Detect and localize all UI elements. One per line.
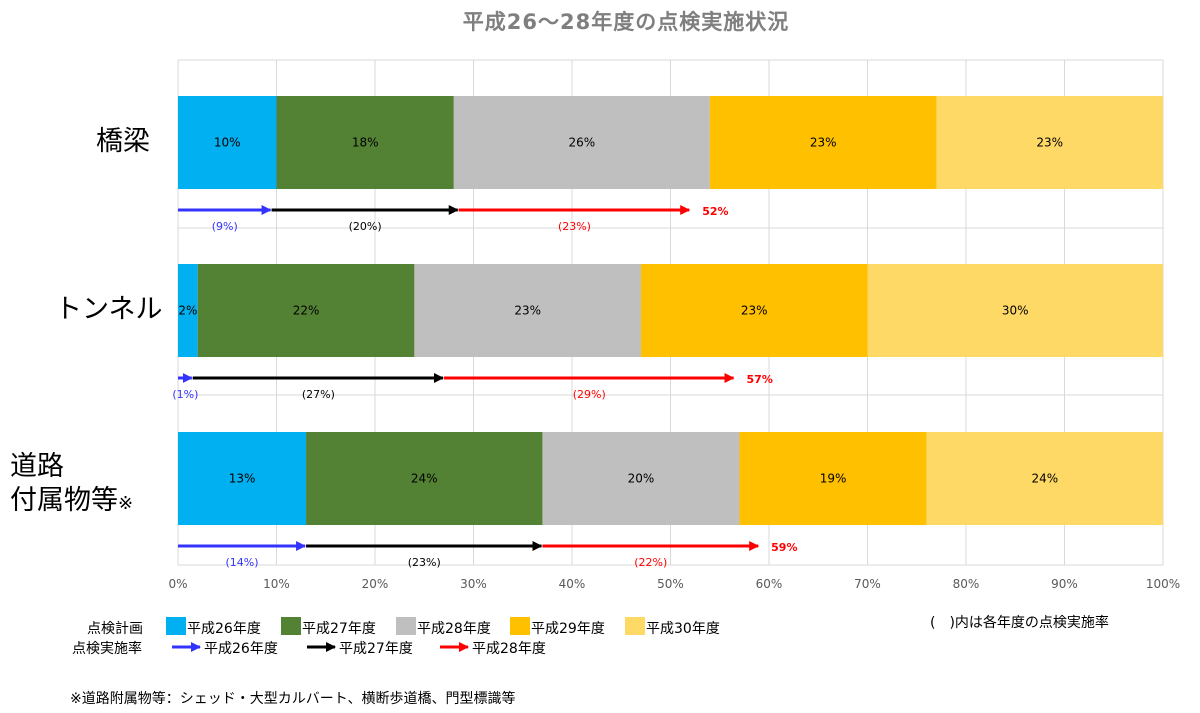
bar-segment	[926, 432, 1163, 525]
category-label: 橋梁	[96, 125, 150, 159]
bar-data-label: 2%	[178, 304, 197, 318]
bar-data-label: 18%	[352, 136, 379, 150]
legend-plan-label: 点検計画	[87, 621, 143, 637]
bar-segment	[276, 96, 454, 189]
x-tick-label: 70%	[854, 577, 881, 591]
category-label: トンネル	[55, 293, 162, 327]
bar-data-label: 22%	[293, 304, 320, 318]
progress-label: (23%)	[408, 556, 441, 569]
category-label-line: 道路	[10, 451, 64, 482]
legend-swatch	[625, 617, 645, 635]
bar-data-label: 26%	[569, 136, 596, 150]
x-tick-label: 80%	[953, 577, 980, 591]
category-label-line: 橋梁	[96, 126, 150, 157]
progress-label: (29%)	[573, 388, 606, 401]
x-tick-label: 100%	[1146, 577, 1180, 591]
progress-label: (23%)	[558, 220, 591, 233]
progress-label: (22%)	[634, 556, 667, 569]
bar-data-label: 24%	[1031, 472, 1058, 486]
bar-segment	[197, 264, 415, 357]
legend-swatch	[166, 617, 186, 635]
x-tick-label: 0%	[168, 577, 187, 591]
progress-total-label: 57%	[747, 373, 773, 386]
legend-swatch	[281, 617, 301, 635]
progress-label: (1%)	[172, 388, 198, 401]
bar-segment	[453, 96, 710, 189]
bar-segment	[709, 96, 937, 189]
progress-label: (27%)	[302, 388, 335, 401]
legend-entry: 平成28年度	[472, 641, 546, 657]
x-tick-label: 40%	[559, 577, 586, 591]
category-label-line: トンネル	[55, 294, 163, 325]
progress-total-label: 59%	[771, 541, 797, 554]
legend-entry: 平成30年度	[646, 621, 720, 637]
bar-data-label: 23%	[1036, 136, 1063, 150]
x-tick-label: 20%	[362, 577, 389, 591]
category-label-line: 付属物等※	[10, 485, 134, 516]
x-tick-label: 90%	[1051, 577, 1078, 591]
bar-segment	[306, 432, 543, 525]
x-tick-label: 60%	[756, 577, 783, 591]
bar-segment	[178, 432, 307, 525]
bar-segment	[178, 264, 198, 357]
legend-rate-label: 点検実施率	[72, 641, 142, 657]
x-tick-label: 30%	[460, 577, 487, 591]
legend-entry: 平成29年度	[531, 621, 605, 637]
bar-segment	[936, 96, 1163, 189]
x-tick-label: 10%	[263, 577, 290, 591]
legend-entry: 平成27年度	[302, 621, 376, 637]
chart-title: 平成26〜28年度の点検実施状況	[462, 10, 790, 34]
category-footnote-mark: ※	[118, 493, 134, 514]
bar-segment	[739, 432, 927, 525]
bar-segment	[414, 264, 641, 357]
progress-total-label: 52%	[702, 205, 728, 218]
progress-label: (20%)	[349, 220, 382, 233]
bar-segment	[640, 264, 868, 357]
legend-swatch	[396, 617, 416, 635]
bar-data-label: 23%	[741, 304, 768, 318]
bar-data-label: 23%	[810, 136, 837, 150]
rate-note: ( )内は各年度の点検実施率	[930, 615, 1109, 631]
bar-data-label: 24%	[411, 472, 438, 486]
legend-swatch	[510, 617, 530, 635]
bar-segment	[867, 264, 1163, 357]
progress-label: (14%)	[226, 556, 259, 569]
bar-data-label: 30%	[1002, 304, 1029, 318]
legend-entry: 平成26年度	[187, 621, 261, 637]
progress-label: (9%)	[212, 220, 238, 233]
bar-segment	[178, 96, 277, 189]
bar-data-label: 20%	[628, 472, 655, 486]
category-label: 道路 付属物等※	[10, 450, 133, 521]
legend-entry: 平成28年度	[417, 621, 491, 637]
legend-entry: 平成27年度	[339, 641, 413, 657]
bar-data-label: 13%	[229, 472, 256, 486]
bar-data-label: 10%	[214, 136, 241, 150]
footnote: ※道路附属物等：シェッド・大型カルバート、横断歩道橋、門型標識等	[70, 691, 516, 707]
x-tick-label: 50%	[657, 577, 684, 591]
bar-data-label: 19%	[820, 472, 847, 486]
bar-segment	[542, 432, 740, 525]
legend-entry: 平成26年度	[204, 641, 278, 657]
bar-data-label: 23%	[514, 304, 541, 318]
